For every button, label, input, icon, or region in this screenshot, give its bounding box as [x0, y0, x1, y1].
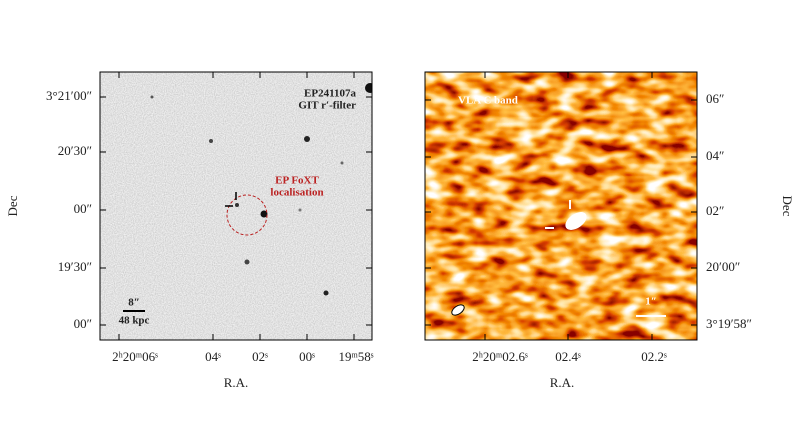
- x-tick-label: 2ʰ20ᵐ06ˢ: [112, 349, 158, 364]
- scale-angle: 8″: [128, 297, 140, 309]
- x-axis-label: R.A.: [550, 375, 575, 390]
- y-tick-label: 06″: [706, 91, 724, 106]
- y-tick-label: 00″: [74, 201, 92, 216]
- y-tick-label: 20′30″: [58, 143, 92, 158]
- x-tick-label: 2ʰ20ᵐ02.6ˢ: [472, 349, 528, 364]
- sources: [451, 212, 587, 316]
- ticks: [100, 72, 372, 340]
- y-tick-label: 19′30″: [58, 259, 92, 274]
- y-axis-label: Dec: [5, 195, 20, 216]
- localisation-circle: [226, 194, 268, 236]
- annotation: EP FoXT: [275, 175, 319, 187]
- x-tick-label: 02.2ˢ: [641, 349, 667, 364]
- y-tick-label: 04″: [706, 148, 724, 163]
- y-axis-label: Dec: [780, 196, 795, 217]
- y-tick-label: 00″: [74, 316, 92, 331]
- scale-distance: 48 kpc: [119, 315, 150, 327]
- scale-angle: 1″: [645, 296, 657, 308]
- annotation: localisation: [270, 187, 323, 199]
- x-axis-label: R.A.: [224, 375, 249, 390]
- frame: [99, 71, 373, 341]
- target-name: EP241107a: [304, 88, 356, 100]
- ticks: [425, 72, 697, 340]
- y-tick-label: 3°21′00″: [46, 88, 92, 103]
- x-tick-label: 04ˢ: [205, 349, 221, 364]
- right-panel: VLA C band 1″ 06″ 04″ 02″ 20′00″ 3°19′58…: [424, 71, 795, 390]
- y-tick-label: 02″: [706, 203, 724, 218]
- x-tick-label: 00ˢ: [299, 349, 315, 364]
- sources: [150, 83, 372, 296]
- x-tick-label: 19ᵐ58ˢ: [338, 349, 373, 364]
- left-panel: EP241107a GIT r′-filter EP FoXT localisa…: [5, 71, 374, 390]
- frame: [424, 71, 698, 341]
- radio-image: [425, 72, 697, 340]
- x-tick-label: 02ˢ: [252, 349, 268, 364]
- panel-title: VLA C band: [458, 95, 518, 107]
- x-tick-label: 02.4ˢ: [555, 349, 581, 364]
- y-tick-label: 20′00″: [706, 259, 740, 274]
- filter-label: GIT r′-filter: [298, 100, 356, 112]
- y-tick-label: 3°19′58″: [706, 316, 752, 331]
